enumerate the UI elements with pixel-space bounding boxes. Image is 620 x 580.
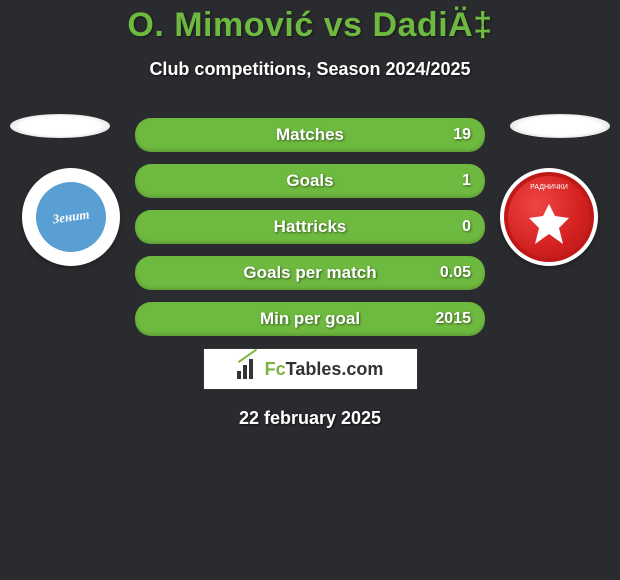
chart-icon	[237, 359, 261, 379]
stat-row-min-per-goal: Min per goal 2015	[135, 302, 485, 336]
stat-row-hattricks: Hattricks 0	[135, 210, 485, 244]
date: 22 february 2025	[0, 408, 620, 429]
stat-value-right: 1	[431, 172, 471, 190]
brand-prefix: Fc	[265, 359, 286, 379]
radnicki-logo: РАДНИЧКИ	[504, 172, 594, 262]
zenit-logo: Зенит	[31, 177, 110, 256]
chart-line-icon	[237, 349, 256, 363]
stats-container: Matches 19 Goals 1 Hattricks 0 Goals per…	[135, 118, 485, 336]
stat-label: Matches	[276, 125, 344, 145]
stat-value-right: 0	[431, 218, 471, 236]
radnicki-text: РАДНИЧКИ	[530, 184, 568, 192]
header: O. Mimović vs DadiÄ‡ Club competitions, …	[0, 0, 620, 80]
branding-box[interactable]: FcTables.com	[203, 348, 418, 390]
page-title: O. Mimović vs DadiÄ‡	[0, 6, 620, 45]
brand-suffix: Tables.com	[286, 359, 384, 379]
stat-label: Min per goal	[260, 309, 360, 329]
eagle-icon	[529, 204, 569, 244]
content: Зенит РАДНИЧКИ Matches 19 Goals 1 Hattri…	[0, 118, 620, 429]
stat-row-goals: Goals 1	[135, 164, 485, 198]
stat-value-right: 0.05	[431, 264, 471, 282]
subtitle: Club competitions, Season 2024/2025	[0, 59, 620, 80]
stat-label: Hattricks	[274, 217, 347, 237]
club-badge-left: Зенит	[22, 168, 120, 266]
stat-row-matches: Matches 19	[135, 118, 485, 152]
stat-row-goals-per-match: Goals per match 0.05	[135, 256, 485, 290]
flag-right	[510, 114, 610, 138]
club-badge-right: РАДНИЧКИ	[500, 168, 598, 266]
stat-value-right: 2015	[431, 310, 471, 328]
brand-text: FcTables.com	[265, 359, 384, 380]
stat-label: Goals per match	[243, 263, 376, 283]
stat-label: Goals	[286, 171, 333, 191]
flag-left	[10, 114, 110, 138]
stat-value-right: 19	[431, 126, 471, 144]
